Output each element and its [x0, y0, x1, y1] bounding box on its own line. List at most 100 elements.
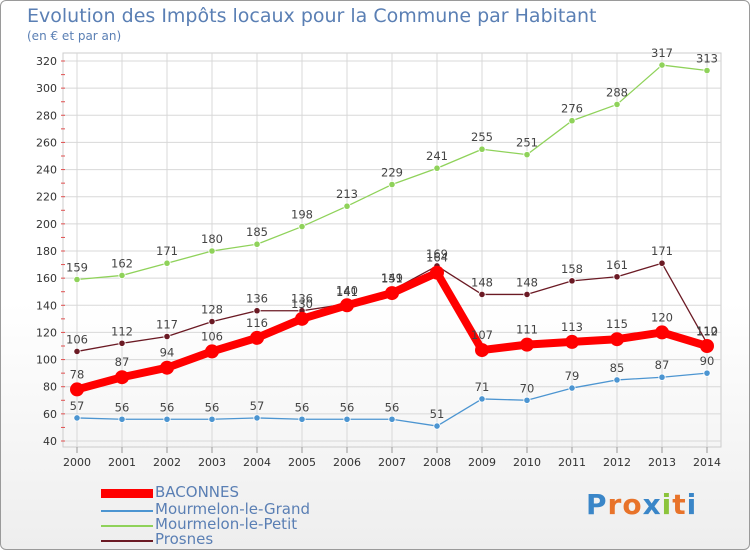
data-point-mourmelon-le-grand: [613, 376, 621, 384]
data-label-baconnes: 87: [115, 355, 130, 369]
legend-swatch: [101, 540, 153, 542]
y-tick-label: 320: [36, 55, 57, 68]
data-point-mourmelon-le-petit: [163, 259, 171, 267]
data-label-mourmelon-le-petit: 185: [246, 225, 268, 239]
data-point-prosnes: [163, 332, 171, 341]
data-point-baconnes: [565, 334, 579, 349]
data-label-mourmelon-le-grand: 85: [610, 361, 625, 375]
data-label-prosnes: 136: [291, 292, 313, 306]
data-point-baconnes: [250, 330, 264, 345]
data-label-mourmelon-le-petit: 162: [111, 256, 133, 270]
data-label-mourmelon-le-petit: 171: [156, 244, 178, 258]
data-label-prosnes: 117: [156, 318, 178, 332]
data-label-mourmelon-le-grand: 71: [475, 380, 490, 394]
x-tick-label: 2011: [558, 456, 586, 469]
data-label-prosnes: 112: [111, 324, 133, 338]
x-tick-label: 2005: [288, 456, 316, 469]
data-point-mourmelon-le-petit: [478, 145, 486, 153]
data-point-mourmelon-le-petit: [73, 275, 81, 284]
y-tick-label: 60: [43, 408, 57, 421]
data-label-mourmelon-le-grand: 56: [340, 400, 355, 414]
data-label-prosnes: 158: [561, 262, 583, 276]
data-label-mourmelon-le-grand: 56: [385, 400, 400, 414]
data-label-baconnes: 149: [381, 271, 403, 285]
data-label-prosnes: 151: [381, 271, 403, 285]
data-point-prosnes: [253, 307, 261, 315]
data-point-baconnes: [700, 339, 714, 353]
legend-label: Mourmelon-le-Grand: [155, 500, 311, 518]
data-point-mourmelon-le-petit: [658, 61, 666, 69]
data-point-prosnes: [523, 290, 531, 299]
data-point-mourmelon-le-grand: [163, 415, 171, 423]
x-tick-label: 2002: [153, 456, 181, 469]
data-label-mourmelon-le-grand: 56: [160, 400, 175, 414]
data-label-baconnes: 116: [246, 316, 268, 330]
data-label-mourmelon-le-petit: 288: [606, 85, 628, 99]
data-point-mourmelon-le-grand: [523, 396, 531, 404]
logo-letter: t: [672, 488, 687, 521]
x-tick-label: 2009: [468, 456, 496, 469]
data-point-mourmelon-le-grand: [658, 373, 666, 381]
data-point-mourmelon-le-grand: [568, 384, 576, 392]
data-point-mourmelon-le-petit: [388, 180, 396, 189]
data-point-baconnes: [70, 382, 84, 397]
y-tick-label: 260: [36, 136, 57, 149]
data-label-mourmelon-le-petit: 251: [516, 136, 538, 150]
data-label-mourmelon-le-petit: 313: [696, 52, 718, 66]
x-tick-label: 2012: [603, 456, 631, 469]
x-tick-label: 2007: [378, 456, 406, 469]
data-label-mourmelon-le-grand: 79: [565, 369, 580, 383]
data-label-baconnes: 113: [561, 320, 583, 334]
x-tick-label: 2008: [423, 456, 451, 469]
y-tick-label: 240: [36, 164, 57, 177]
data-point-mourmelon-le-petit: [298, 222, 306, 231]
data-point-mourmelon-le-grand: [433, 422, 441, 430]
x-tick-label: 2004: [243, 456, 271, 469]
y-tick-label: 160: [36, 272, 57, 285]
data-label-mourmelon-le-petit: 255: [471, 130, 493, 144]
data-point-baconnes: [475, 343, 489, 358]
data-point-prosnes: [208, 317, 216, 326]
data-label-mourmelon-le-petit: 317: [651, 46, 673, 60]
data-label-prosnes: 148: [516, 275, 538, 289]
logo-letter: r: [607, 488, 623, 521]
data-label-mourmelon-le-grand: 56: [295, 400, 310, 414]
data-label-baconnes: 130: [291, 297, 313, 311]
data-label-mourmelon-le-petit: 180: [201, 232, 223, 246]
data-label-mourmelon-le-grand: 56: [115, 400, 130, 414]
data-point-baconnes: [520, 337, 534, 352]
x-tick-label: 2001: [108, 456, 136, 469]
x-tick-label: 2006: [333, 456, 361, 469]
y-tick-label: 80: [43, 381, 57, 394]
data-point-baconnes: [655, 325, 669, 340]
data-label-baconnes: 94: [160, 346, 175, 360]
data-label-baconnes: 110: [696, 324, 718, 338]
data-point-mourmelon-le-grand: [298, 415, 306, 423]
legend-label: Prosnes: [155, 530, 214, 548]
data-label-baconnes: 78: [70, 367, 85, 381]
data-label-mourmelon-le-grand: 87: [655, 358, 670, 372]
data-label-baconnes: 115: [606, 317, 628, 331]
data-point-mourmelon-le-petit: [118, 271, 126, 280]
data-label-mourmelon-le-petit: 229: [381, 166, 403, 180]
data-label-mourmelon-le-grand: 51: [430, 407, 445, 421]
data-label-mourmelon-le-petit: 241: [426, 149, 448, 163]
data-point-mourmelon-le-grand: [478, 395, 486, 403]
data-point-mourmelon-le-petit: [208, 247, 216, 255]
data-point-mourmelon-le-petit: [253, 240, 261, 248]
data-point-mourmelon-le-grand: [388, 415, 396, 423]
data-point-mourmelon-le-grand: [208, 415, 216, 423]
data-label-baconnes: 120: [651, 310, 673, 324]
y-tick-label: 120: [36, 326, 57, 339]
data-point-mourmelon-le-grand: [343, 415, 351, 423]
y-tick-label: 40: [43, 435, 57, 448]
data-label-mourmelon-le-petit: 213: [336, 187, 358, 201]
logo-letter: i: [661, 488, 673, 521]
legend-label: BACONNES: [155, 483, 240, 501]
y-tick-label: 220: [36, 191, 57, 204]
data-label-prosnes: 141: [336, 285, 358, 299]
y-tick-label: 300: [36, 82, 57, 95]
data-point-prosnes: [478, 290, 486, 299]
data-point-mourmelon-le-petit: [343, 202, 351, 210]
